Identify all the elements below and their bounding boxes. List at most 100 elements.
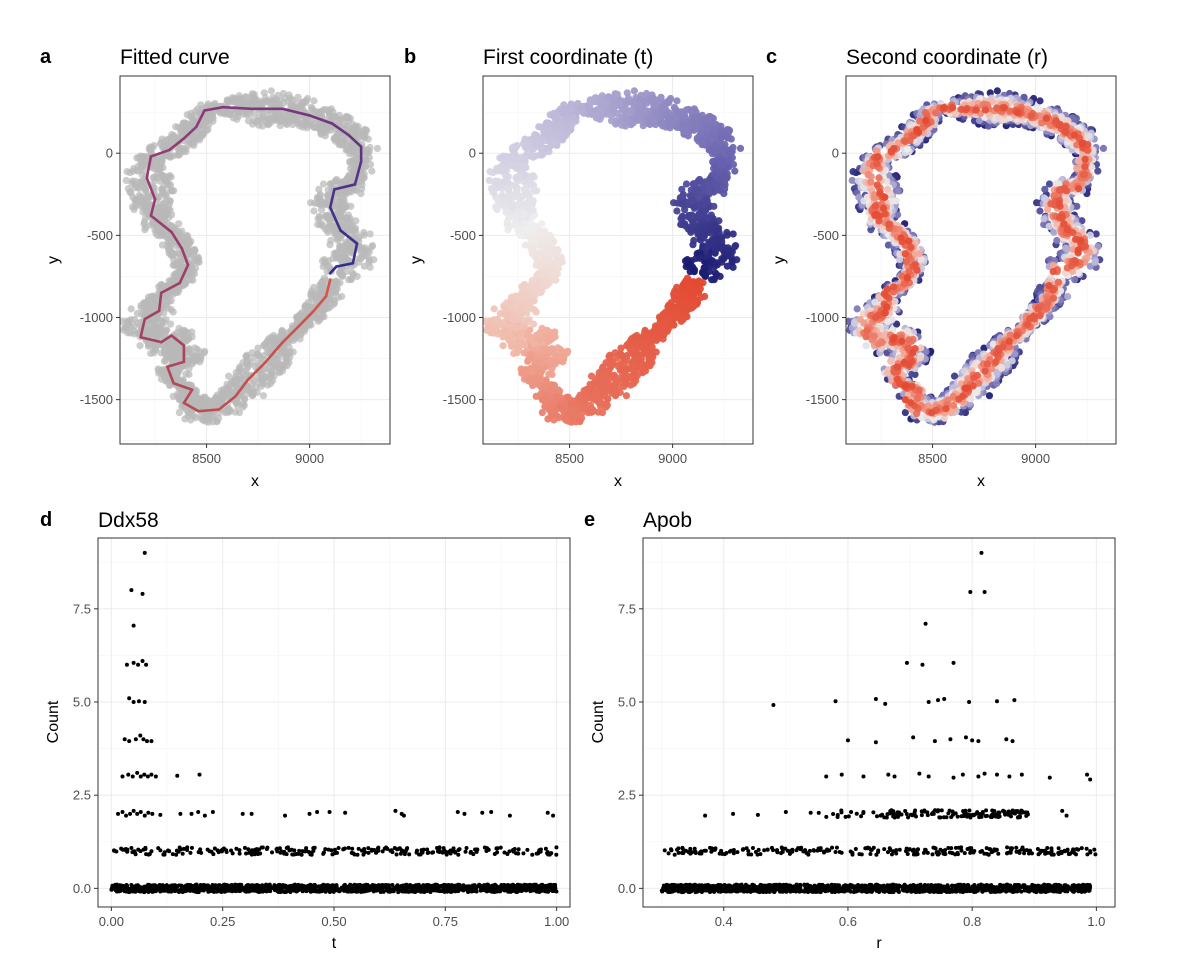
cell-point [139,208,147,216]
cell-point [681,127,690,136]
cell-point [196,134,204,142]
cell-point [511,295,519,303]
cell-point [525,377,533,385]
panel-b-title: First coordinate (t) [483,46,653,69]
cell-point [718,242,727,251]
cell-point [713,261,721,269]
cell-point [127,189,135,197]
cell-point [306,290,315,298]
cell-point [183,111,191,119]
cell-point [538,408,546,417]
cell-point [613,354,621,362]
cell-point [327,286,335,294]
panel-d-x-axis-title: t [332,935,337,952]
cell-point [611,379,620,387]
cell-point [510,221,518,229]
cell-point [521,341,530,349]
cell-point [538,220,546,228]
cell-point [157,316,166,325]
cell-point [274,355,282,363]
fitted-curve-segment [166,360,186,369]
cell-point [250,90,258,98]
cell-point [689,180,697,188]
cell-point [280,114,288,122]
cell-point [278,349,286,357]
cell-point [687,228,695,236]
fitted-curve-segment [328,206,342,232]
cell-point [536,368,545,377]
cell-point [510,181,518,189]
cell-point [587,372,596,380]
cell-point [242,352,250,361]
fitted-curve-segment [328,265,338,275]
cell-point [366,230,374,238]
cell-point [276,333,284,341]
panel-letter-e: e [584,509,595,531]
cell-point [673,207,681,215]
panel-letter-c: c [766,46,777,68]
cell-point [233,382,241,390]
cell-point [165,277,173,285]
cell-point [616,388,624,396]
cell-point [537,390,545,398]
cell-point [190,247,198,255]
cell-point [341,214,349,222]
cell-point [622,392,631,400]
cell-point [320,256,328,264]
fitted-curve-segment [159,281,182,295]
fitted-curve-segment [262,340,285,365]
fitted-curve-segment [328,188,336,209]
panel-letter-b: b [404,46,416,68]
panel-a-x-axis-title: x [251,473,259,490]
cell-point [729,263,737,271]
panel-b-x-axis-title: x [614,473,622,490]
fitted-curve-segment [149,197,157,217]
cell-point [347,202,355,210]
cell-point [323,191,331,199]
cell-point [140,218,149,226]
cell-point [521,241,530,249]
cell-point [283,356,291,364]
cell-point [269,339,277,347]
cell-point [127,305,135,313]
panel-c-title: Second coordinate (r) [846,46,1048,69]
cell-point [318,127,327,136]
cell-point [348,244,356,253]
fitted-curve-segment [182,401,200,413]
cell-point [586,401,595,409]
cell-point [522,164,530,172]
cell-point [634,116,642,125]
x-tick-label: 9000 [295,451,324,466]
cell-point [281,362,289,370]
cell-point [731,167,739,175]
cell-point [519,323,527,331]
cell-point [272,95,280,103]
cell-point [606,358,614,366]
cell-point [244,117,253,125]
cell-point [194,256,202,264]
cell-point [326,180,334,188]
cell-point [305,120,313,128]
cell-point [318,206,326,214]
cell-point [187,138,195,146]
cell-point [332,193,340,201]
cell-point [157,210,165,219]
cell-point [562,416,570,424]
cell-point [673,97,681,105]
cell-point [694,113,702,121]
cell-point [279,89,288,98]
cell-point [657,93,665,101]
cell-point [189,276,197,284]
cell-point [354,234,362,243]
fitted-curve-segment [339,229,359,245]
cell-point [331,226,339,234]
panel-c-x-axis-title: x [977,473,985,490]
cell-point [362,126,370,134]
cell-point [521,155,529,163]
cell-point [310,97,318,105]
cell-point [715,228,723,237]
cell-point [333,236,342,244]
cell-point [162,231,170,239]
cell-point [532,255,541,264]
cell-point [342,121,350,130]
